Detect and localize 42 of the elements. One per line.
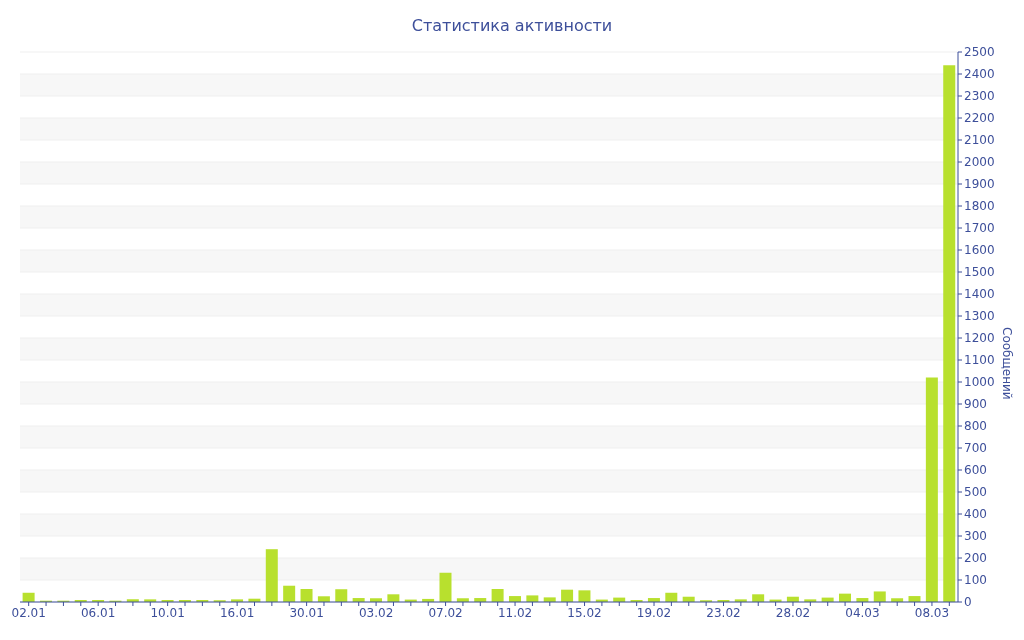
x-tick-label: 30.01: [289, 605, 324, 620]
y-tick-label: 2500: [964, 45, 995, 60]
x-tick-label: 04.03: [845, 605, 880, 620]
x-tick-label: 06.01: [80, 605, 116, 620]
y-tick-label: 2300: [964, 89, 995, 104]
y-tick-label: 0: [964, 595, 972, 610]
y-tick-label: 2000: [964, 155, 995, 170]
y-tick-label: 600: [964, 463, 987, 478]
y-tick-label: 400: [964, 507, 987, 522]
y-tick-label: 2100: [964, 133, 995, 148]
y-tick-label: 1200: [964, 331, 995, 346]
y-axis-title: Сообщений: [999, 327, 1014, 400]
x-tick-label: 08.03: [914, 605, 950, 620]
y-tick-label: 2400: [964, 67, 995, 82]
y-tick-label: 1600: [964, 243, 995, 258]
y-tick-label: 500: [964, 485, 987, 500]
x-tick-label: 02.01: [11, 605, 46, 620]
y-tick-label: 1700: [964, 221, 995, 236]
y-tick-label: 1900: [964, 177, 995, 192]
y-tick-label: 1500: [964, 265, 995, 280]
x-tick-label: 16.01: [219, 605, 255, 620]
x-tick-label: 07.02: [428, 605, 463, 620]
y-tick-label: 800: [964, 419, 987, 434]
y-tick-label: 300: [964, 529, 987, 544]
x-tick-label: 19.02: [636, 605, 672, 620]
y-tick-label: 1300: [964, 309, 995, 324]
y-tick-label: 1400: [964, 287, 995, 302]
y-tick-label: 1100: [964, 353, 995, 368]
x-tick-label: 28.02: [775, 605, 811, 620]
chart-title: Статистика активности: [410, 15, 614, 37]
y-tick-label: 1000: [964, 375, 995, 390]
y-tick-label: 2200: [964, 111, 995, 126]
y-tick-label: 1800: [964, 199, 995, 214]
x-tick-label: 23.02: [706, 605, 741, 620]
y-tick-label: 900: [964, 397, 987, 412]
x-tick-label: 10.01: [150, 605, 185, 620]
y-tick-label: 700: [964, 441, 987, 456]
y-tick-label: 100: [964, 573, 987, 588]
y-tick-label: 200: [964, 551, 987, 566]
x-tick-label: 11.02: [497, 605, 533, 620]
x-tick-label: 15.02: [567, 605, 602, 620]
x-tick-label: 03.02: [358, 605, 394, 620]
